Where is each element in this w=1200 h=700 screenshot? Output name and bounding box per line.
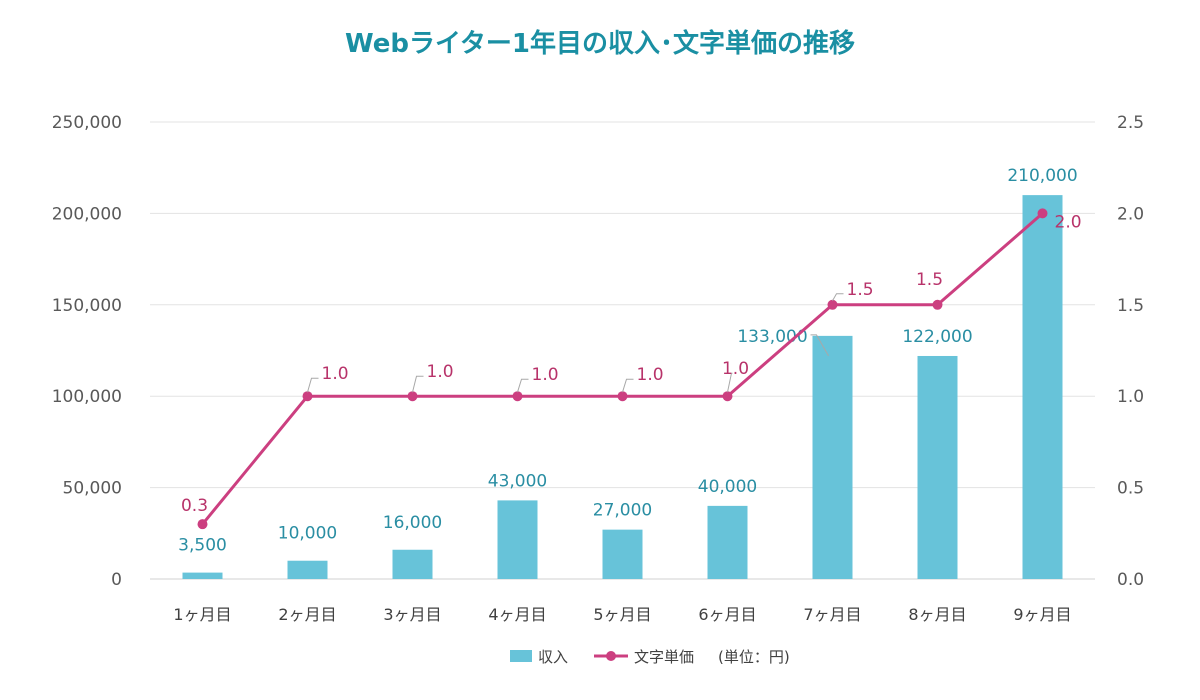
rate-data-label: 1.0 (722, 359, 749, 379)
income-bar (392, 549, 433, 579)
right-tick-label: 2.5 (1117, 113, 1144, 133)
income-data-label: 10,000 (278, 524, 337, 544)
income-bar (707, 505, 748, 579)
income-bar (602, 529, 643, 579)
left-axis: 0 50,000 100,000 150,000 200,000 250,000 (52, 113, 122, 590)
income-data-label: 210,000 (1007, 166, 1077, 186)
left-tick-label: 0 (111, 570, 122, 590)
category-label: 8ヶ月目 (908, 605, 966, 624)
right-tick-label: 0.0 (1117, 570, 1144, 590)
legend-label-income: 収入 (538, 648, 568, 666)
rate-data-label: 1.5 (916, 270, 943, 290)
left-tick-label: 100,000 (52, 387, 122, 407)
income-bar (182, 572, 223, 579)
category-label: 4ヶ月目 (488, 605, 546, 624)
income-data-label: 122,000 (902, 327, 972, 347)
income-data-label: 27,000 (593, 501, 652, 521)
x-axis-categories: 1ヶ月目 2ヶ月目 3ヶ月目 4ヶ月目 5ヶ月目 6ヶ月目 7ヶ月目 8ヶ月目 9ヶ月目 (173, 605, 1071, 624)
rate-marker (512, 391, 523, 402)
income-bar (812, 335, 853, 579)
rate-marker (302, 391, 313, 402)
legend-swatch-income (510, 650, 532, 662)
income-bars (182, 195, 1063, 579)
right-tick-label: 2.0 (1117, 204, 1144, 224)
rate-marker (827, 299, 838, 310)
category-label: 9ヶ月目 (1013, 605, 1071, 624)
income-bar (287, 560, 328, 579)
rate-data-label: 1.0 (322, 364, 349, 384)
income-bar (497, 500, 538, 579)
rate-data-label: 1.0 (427, 362, 454, 382)
rate-marker (932, 299, 943, 310)
right-tick-label: 1.0 (1117, 387, 1144, 407)
category-label: 5ヶ月目 (593, 605, 651, 624)
rate-label-leader-line (832, 293, 844, 302)
category-label: 2ヶ月目 (278, 605, 336, 624)
left-tick-label: 250,000 (52, 113, 122, 133)
rate-line-labels: 0.3 1.0 1.0 1.0 1.0 1.0 1.5 1.5 2.0 (181, 212, 1082, 516)
rate-label-leader-line (622, 378, 634, 393)
rate-label-leader-line (727, 372, 733, 393)
right-axis: 0.0 0.5 1.0 1.5 2.0 2.5 (1117, 113, 1144, 590)
income-data-label: 40,000 (698, 477, 757, 497)
rate-marker (407, 391, 418, 402)
rate-label-leader-line (517, 378, 529, 393)
income-data-label: 3,500 (178, 536, 227, 556)
legend-swatch-rate-marker (606, 651, 616, 661)
income-data-label: 16,000 (383, 513, 442, 533)
rate-label-leader-line (412, 375, 424, 393)
category-label: 6ヶ月目 (698, 605, 756, 624)
legend-label-rate: 文字単価 (634, 648, 694, 666)
rate-marker (722, 391, 733, 402)
rate-marker (617, 391, 628, 402)
category-label: 7ヶ月目 (803, 605, 861, 624)
rate-marker (197, 519, 208, 530)
legend: 収入 文字単価 (単位：円) (510, 648, 790, 666)
right-tick-label: 1.5 (1117, 296, 1144, 316)
rate-data-label: 1.0 (637, 365, 664, 385)
category-label: 3ヶ月目 (383, 605, 441, 624)
left-tick-label: 150,000 (52, 296, 122, 316)
income-bar (1022, 195, 1063, 579)
income-bar (917, 355, 958, 579)
chart-title: Webライター1年目の収入･文字単価の推移 (345, 28, 855, 59)
left-tick-label: 50,000 (63, 479, 122, 499)
category-label: 1ヶ月目 (173, 605, 231, 624)
income-label-leader-line (810, 334, 829, 357)
rate-label-leader-line (307, 377, 319, 393)
rate-data-label: 1.5 (847, 280, 874, 300)
rate-data-label: 0.3 (181, 496, 208, 516)
rate-marker (1037, 208, 1048, 219)
unit-note: (単位：円) (718, 648, 790, 666)
rate-data-label: 1.0 (532, 365, 559, 385)
income-data-label: 43,000 (488, 471, 547, 491)
rate-line-series (197, 208, 1048, 530)
rate-data-label: 2.0 (1055, 212, 1082, 232)
left-tick-label: 200,000 (52, 204, 122, 224)
right-tick-label: 0.5 (1117, 479, 1144, 499)
